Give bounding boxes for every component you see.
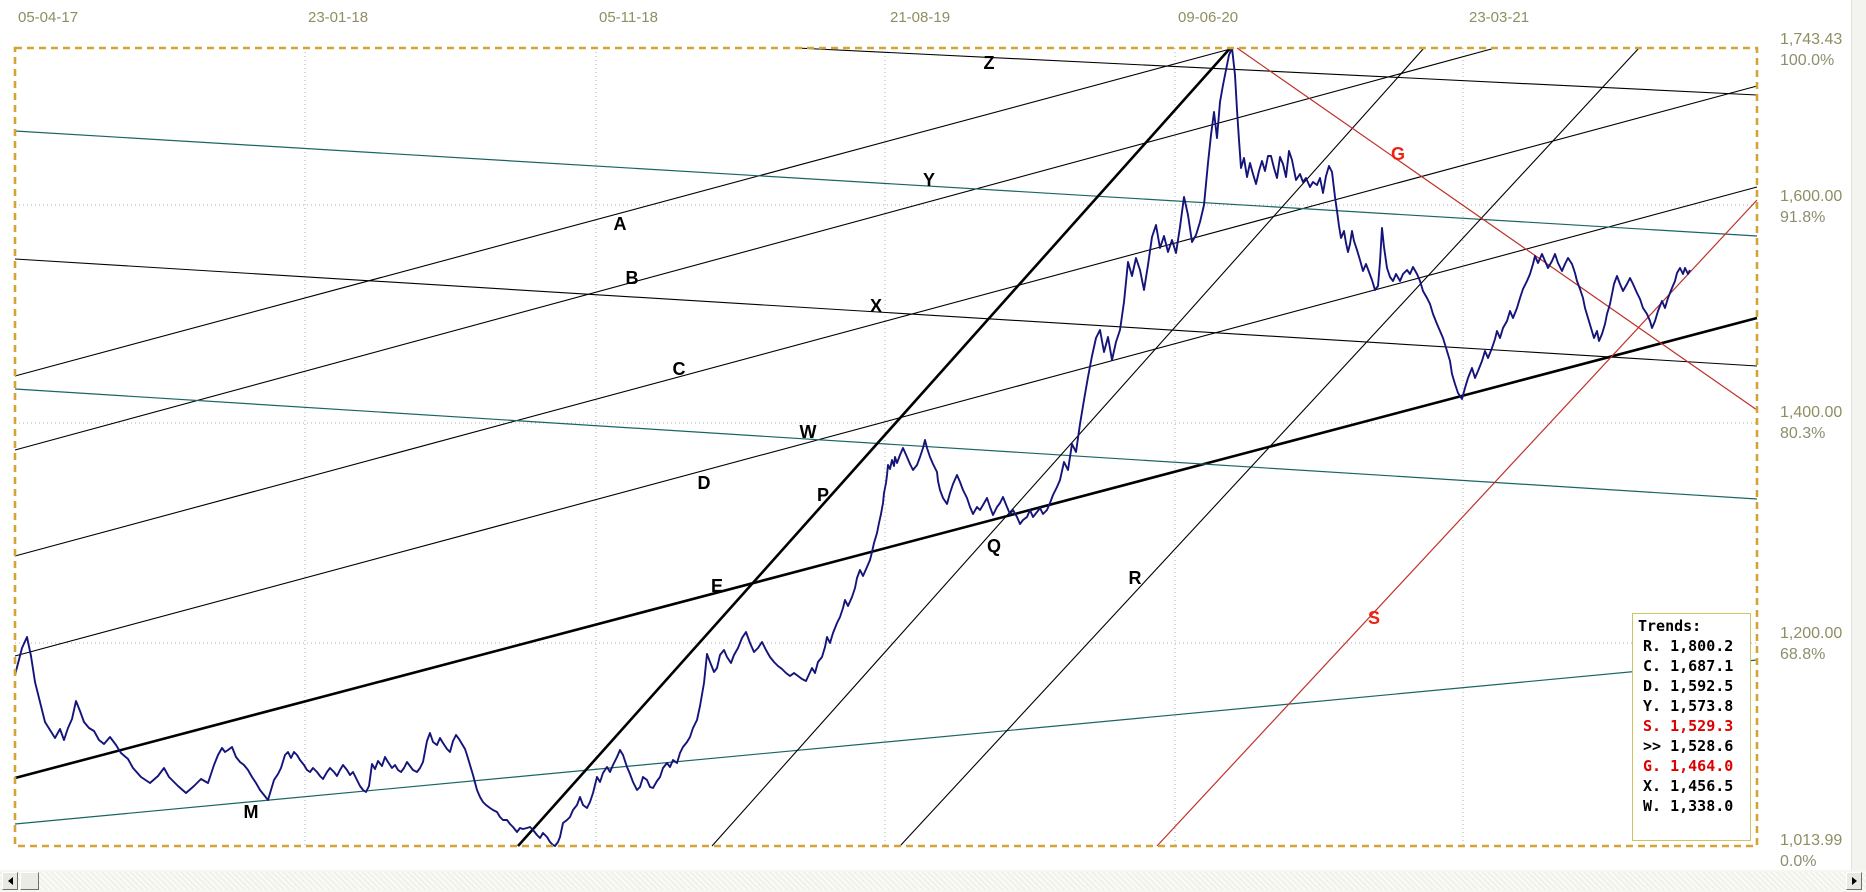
trend-label-B: B [626,268,639,288]
vertical-scrollbar-track[interactable] [1851,0,1866,872]
trend-line-S[interactable] [1156,199,1758,847]
trend-label-D: D [698,473,711,493]
trend-line-Q[interactable] [711,47,1425,847]
price-tick-label: 1,743.43 [1780,31,1843,48]
trend-line-M[interactable] [14,659,1758,825]
trends-legend-row-G: G. 1,464.0 [1643,757,1734,775]
percent-tick-label: 68.8% [1780,646,1826,663]
trend-line-B[interactable] [14,47,1496,451]
trend-label-M: M [244,802,259,822]
trend-line-C[interactable] [14,85,1758,557]
trend-line-P[interactable] [517,45,1233,847]
right-arrow-icon [1851,877,1857,885]
trend-label-C: C [673,359,686,379]
trend-line-W[interactable] [14,388,1758,500]
scroll-right-button[interactable] [1846,872,1862,890]
trend-label-R: R [1129,568,1142,588]
percent-tick-label: 100.0% [1780,52,1835,69]
scroll-left-button[interactable] [2,872,18,890]
trend-line-R[interactable] [899,47,1640,847]
trend-label-S: S [1368,608,1380,628]
trend-label-Y: Y [923,170,935,190]
date-tick-label: 05-04-17 [18,9,79,26]
percent-tick-label: 0.0% [1780,853,1817,870]
trend-label-Z: Z [984,53,995,73]
horizontal-scrollbar [0,870,1866,892]
trend-label-W: W [800,422,817,442]
price-tick-label: 1,013.99 [1780,832,1843,849]
date-tick-label: 09-06-20 [1178,9,1239,26]
trends-legend-row-X: X. 1,456.5 [1643,777,1734,795]
trends-legend-rows: R. 1,800.2 C. 1,687.1 D. 1,592.5 Y. 1,573.8… [1633,636,1750,816]
price-tick-label: 1,200.00 [1780,625,1843,642]
trends-legend-row-W: W. 1,338.0 [1643,797,1734,815]
trends-legend-row-D: D. 1,592.5 [1643,677,1734,695]
price-tick-label: 1,400.00 [1780,404,1843,421]
trends-legend-row-S: S. 1,529.3 [1643,717,1734,735]
left-arrow-icon [7,877,13,885]
trends-legend-row-R: R. 1,800.2 [1643,637,1734,655]
date-tick-label: 23-01-18 [308,9,369,26]
trend-label-A: A [614,214,627,234]
trend-line-E[interactable] [14,316,1758,780]
trends-legend-title: Trends: [1638,617,1702,635]
trend-line-D[interactable] [14,186,1758,657]
trend-line-Y[interactable] [14,130,1758,237]
horizontal-scrollbar-thumb[interactable] [20,872,39,890]
trend-label-E: E [711,576,723,596]
plot-border [13,46,1759,848]
trend-label-P: P [817,485,829,505]
price-series [14,47,1691,847]
trend-line-G[interactable] [1236,47,1758,411]
date-tick-label: 23-03-21 [1469,9,1530,26]
trend-line-X[interactable] [14,258,1758,367]
percent-tick-label: 91.8% [1780,209,1826,226]
trends-legend: Trends: R. 1,800.2 C. 1,687.1 D. 1,592.5 Y.… [1632,613,1751,841]
trends-legend-row-C: C. 1,687.1 [1643,657,1734,675]
percent-tick-label: 80.3% [1780,425,1826,442]
trend-label-X: X [870,296,882,316]
trends-legend-row-: >> 1,528.6 [1643,737,1734,755]
date-tick-label: 05-11-18 [599,9,658,26]
trend-line-A[interactable] [14,47,1235,377]
date-tick-label: 21-08-19 [890,9,951,26]
trend-label-G: G [1391,144,1405,164]
trend-line-Z[interactable] [796,47,1758,96]
price-tick-label: 1,600.00 [1780,188,1843,205]
horizontal-scrollbar-track[interactable] [0,872,1866,890]
trends-legend-row-Y: Y. 1,573.8 [1643,697,1734,715]
trend-label-Q: Q [987,536,1001,556]
